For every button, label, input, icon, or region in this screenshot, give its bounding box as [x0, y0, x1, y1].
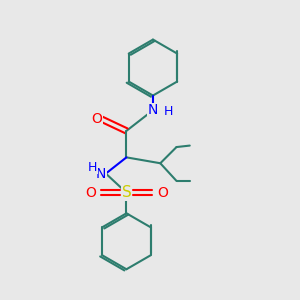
Text: H: H — [88, 160, 97, 174]
Text: O: O — [157, 186, 168, 200]
Text: S: S — [122, 185, 131, 200]
Text: H: H — [164, 105, 173, 118]
Text: O: O — [92, 112, 102, 126]
Text: O: O — [85, 186, 96, 200]
Text: N: N — [96, 167, 106, 181]
Text: N: N — [148, 103, 158, 117]
